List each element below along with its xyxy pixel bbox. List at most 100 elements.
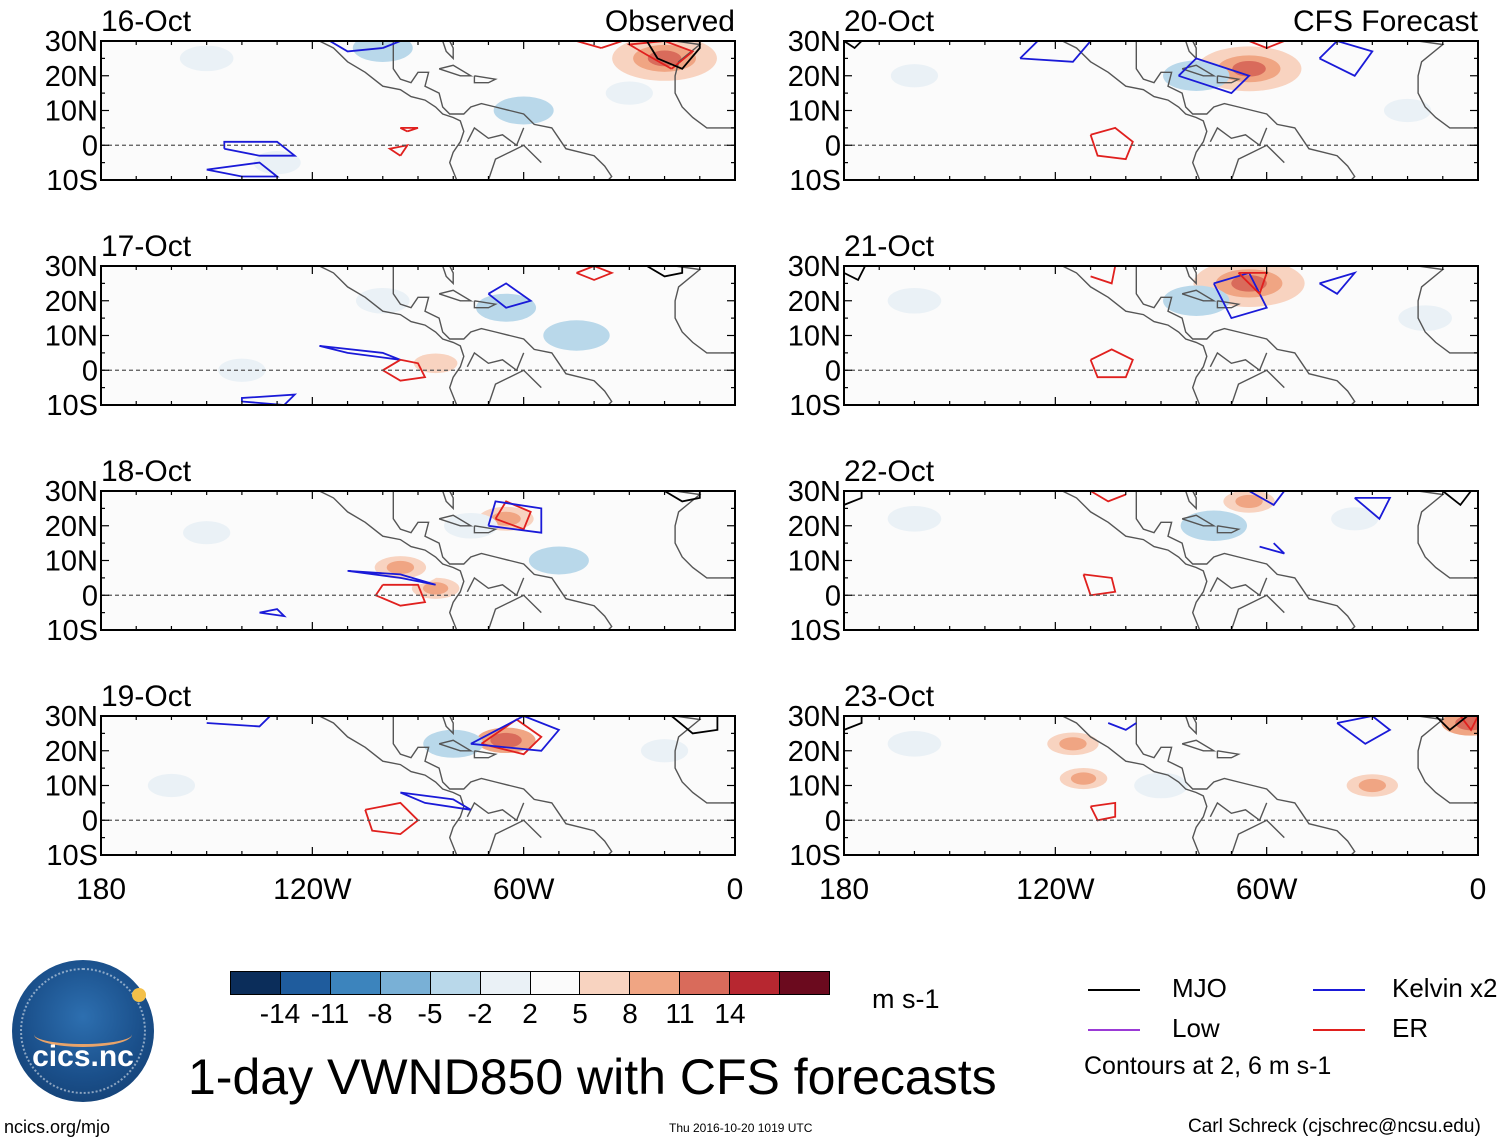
anomaly-region xyxy=(1331,507,1379,531)
coastline xyxy=(1062,266,1208,405)
anomaly-region xyxy=(413,353,458,374)
x-tick-label: 60W xyxy=(493,873,555,906)
colorbar-swatch xyxy=(480,972,531,994)
coastline xyxy=(438,64,474,77)
logo-wave-icon xyxy=(34,1022,132,1047)
kelvin-contour xyxy=(1177,57,1251,95)
colorbar-swatch xyxy=(231,972,281,994)
colorbar-tick-label: -11 xyxy=(310,998,350,1029)
panel-date-label: 20-Oct xyxy=(844,5,935,38)
coastline xyxy=(487,819,542,855)
footer-link[interactable]: ncics.org/mjo xyxy=(4,1117,111,1137)
kelvin-contour xyxy=(1259,542,1285,555)
y-tick-label: 0 xyxy=(825,355,841,387)
anomaly-region xyxy=(556,326,597,345)
anomaly-region xyxy=(887,506,942,532)
anomaly-core xyxy=(386,560,415,575)
mjo-contour xyxy=(844,491,863,506)
y-tick-label: 0 xyxy=(82,130,98,162)
x-tick-label: 120W xyxy=(1016,873,1095,906)
coastline xyxy=(1209,576,1268,597)
anomaly-core xyxy=(490,732,522,748)
panel-date-label: 21-Oct xyxy=(844,230,935,263)
coastline xyxy=(1062,716,1208,855)
anomaly-region xyxy=(576,784,613,801)
coastline xyxy=(438,739,474,752)
anomaly-region xyxy=(605,81,653,105)
coastline xyxy=(1135,41,1356,180)
y-tick-label: 10S xyxy=(789,615,841,647)
anomaly-region xyxy=(640,739,689,763)
panel-date-label: 18-Oct xyxy=(101,455,192,488)
anomaly-region xyxy=(179,45,234,72)
kelvin-contour xyxy=(1319,271,1358,295)
anomaly-region xyxy=(887,287,942,314)
coastline xyxy=(1181,64,1217,77)
y-tick-label: 10N xyxy=(788,321,841,353)
y-tick-label: 0 xyxy=(82,580,98,612)
er-contour xyxy=(1237,272,1268,296)
colorbar-swatch xyxy=(680,972,731,994)
y-tick-label: 30N xyxy=(45,26,98,58)
y-tick-label: 30N xyxy=(45,476,98,508)
legend-er-label: ER xyxy=(1392,1013,1429,1043)
coastline xyxy=(1209,351,1268,372)
y-tick-label: 10N xyxy=(45,771,98,803)
coastline xyxy=(1135,266,1356,405)
anomaly-region xyxy=(1319,309,1356,327)
x-tick-label: 60W xyxy=(1236,873,1298,906)
coastline xyxy=(1417,491,1478,579)
er-contour xyxy=(1089,801,1117,822)
anomaly-region xyxy=(355,287,410,314)
y-tick-label: 20N xyxy=(788,61,841,93)
anomaly-region xyxy=(576,119,613,137)
coastline xyxy=(1209,126,1268,147)
anomaly-core xyxy=(491,511,521,526)
coastline xyxy=(442,491,454,511)
contour-note: Contours at 2, 6 m s-1 xyxy=(1084,1052,1332,1080)
coastline xyxy=(674,491,735,579)
kelvin-contour xyxy=(1019,41,1092,63)
kelvin-contour xyxy=(1336,716,1392,745)
y-tick-label: 20N xyxy=(788,511,841,543)
panel-date-label: 19-Oct xyxy=(101,680,192,713)
anomaly-region xyxy=(292,309,333,328)
kelvin-contour xyxy=(1318,41,1374,77)
logo-text: cics.nc xyxy=(32,1040,134,1073)
y-tick-label: 20N xyxy=(45,286,98,318)
er-contour xyxy=(576,41,623,49)
y-tick-label: 10S xyxy=(789,840,841,872)
footer-author: Carl Schreck (cjschrec@ncsu.edu) xyxy=(1188,1116,1481,1137)
y-tick-label: 10S xyxy=(46,390,98,422)
chart-title: 1-day VWND850 with CFS forecasts xyxy=(188,1049,997,1105)
anomaly-region xyxy=(964,94,1005,113)
colorbar-units: m s-1 xyxy=(872,984,940,1014)
coastline xyxy=(319,716,465,855)
legend-mjo-label: MJO xyxy=(1172,973,1227,1003)
kelvin-contour xyxy=(1212,271,1268,320)
mjo-contour xyxy=(1435,716,1468,732)
coastline xyxy=(438,514,474,527)
x-tick-label: 120W xyxy=(273,873,352,906)
y-tick-label: 10S xyxy=(789,390,841,422)
y-tick-label: 30N xyxy=(45,251,98,283)
coastline xyxy=(1181,739,1217,752)
anomaly-core xyxy=(1235,494,1263,509)
coastline xyxy=(392,491,613,630)
kelvin-contour xyxy=(400,791,472,811)
anomaly-core xyxy=(422,582,449,595)
colorbar-tick-label: 11 xyxy=(665,998,695,1029)
coastline xyxy=(466,801,525,822)
coastline xyxy=(392,41,613,180)
y-tick-label: 10N xyxy=(45,321,98,353)
y-tick-label: 20N xyxy=(45,61,98,93)
er-contour xyxy=(1090,266,1117,285)
colorbar-tick-label: 8 xyxy=(622,998,638,1029)
anomaly-region xyxy=(1098,340,1153,366)
logo-ring xyxy=(20,968,146,1094)
cics-logo: cics.nc xyxy=(12,960,154,1102)
